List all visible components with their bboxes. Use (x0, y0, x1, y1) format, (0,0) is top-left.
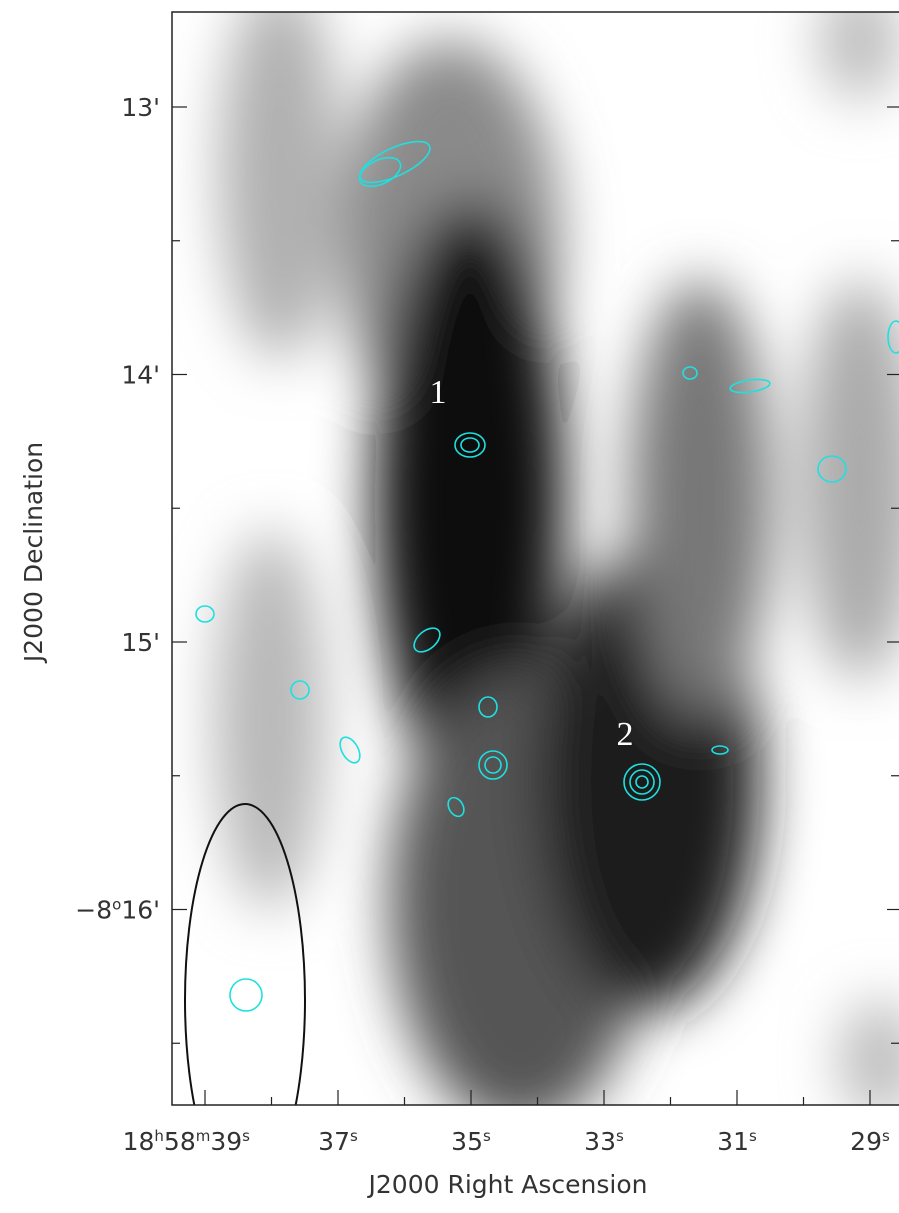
tick-label: 35s (451, 1127, 491, 1156)
tick-label-sup: s (749, 1127, 757, 1145)
tick-label: 29s (850, 1127, 890, 1156)
x-axis-label: J2000 Right Ascension (367, 1170, 648, 1199)
tick-label-part: 16' (121, 896, 160, 925)
tick-label: 37s (318, 1127, 358, 1156)
tick-label-part: 15' (121, 628, 160, 657)
tick-label-part: 13' (121, 93, 160, 122)
tick-label: 33s (584, 1127, 624, 1156)
tick-label-sup: h (154, 1127, 164, 1145)
image (172, 0, 899, 1196)
tick-label-part: 14' (121, 361, 160, 390)
tick-label: 18h58m39s (123, 1127, 251, 1156)
tick-label-part: 58 (164, 1127, 196, 1156)
tick-label: 14' (121, 361, 160, 390)
tick-label: 13' (121, 93, 160, 122)
tick-label-sup: s (616, 1127, 624, 1145)
tick-label-part: −8 (75, 896, 112, 925)
tick-label-part: 18 (123, 1127, 155, 1156)
tick-label-part: 39 (210, 1127, 242, 1156)
tick-label-sup: s (242, 1127, 250, 1145)
tick-label-part: 37 (318, 1127, 350, 1156)
source-label: 2 (617, 716, 634, 753)
y-axis-label: J2000 Declination (19, 442, 48, 664)
figure: 18h58m39s37s35s33s31s29s13'14'15'−8o16' … (0, 0, 899, 1209)
tick-label-part: 31 (717, 1127, 749, 1156)
tick-label-sup: s (483, 1127, 491, 1145)
source-label: 1 (430, 374, 447, 411)
tick-label: 31s (717, 1127, 757, 1156)
tick-label-sup: o (112, 896, 121, 914)
tick-label-part: 29 (850, 1127, 882, 1156)
tick-label-part: 33 (584, 1127, 616, 1156)
tick-label-sup: m (196, 1127, 211, 1145)
tick-label: 15' (121, 628, 160, 657)
tick-label-sup: s (882, 1127, 890, 1145)
tick-label: −8o16' (75, 896, 160, 925)
tick-label-part: 35 (451, 1127, 483, 1156)
tick-label-sup: s (350, 1127, 358, 1145)
